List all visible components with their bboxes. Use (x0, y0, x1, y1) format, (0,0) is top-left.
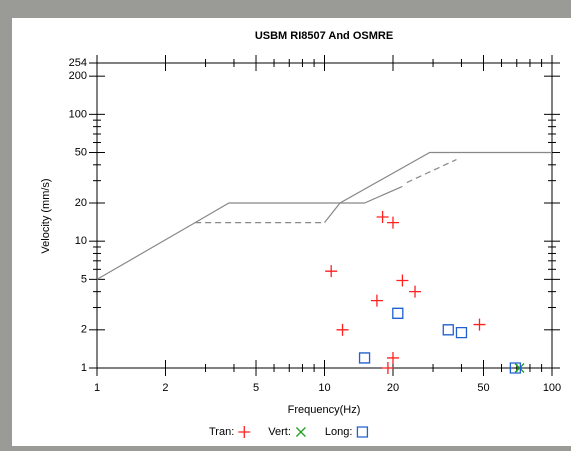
threshold-line (406, 159, 457, 184)
threshold-line (96, 222, 196, 280)
cross-marker (514, 363, 525, 373)
plus-marker (409, 285, 422, 298)
plus-marker (473, 318, 486, 331)
legend-marker (356, 426, 369, 438)
chart-title: USBM RI8507 And OSMRE (255, 30, 393, 42)
y-tick-label: 5 (81, 273, 87, 285)
legend-label: Vert: (268, 426, 291, 438)
plus-marker (376, 211, 389, 224)
plus-marker (370, 294, 383, 307)
x-axis-label: Frequency(Hz) (288, 404, 361, 416)
legend-label: Tran: (209, 426, 234, 438)
plus-marker (386, 351, 399, 364)
plus-marker (325, 265, 338, 278)
y-tick-label: 100 (69, 108, 87, 120)
x-tick-label: 10 (318, 382, 330, 394)
y-tick-label: 50 (75, 146, 87, 158)
x-tick-label: 50 (477, 382, 489, 394)
x-tick-label: 2 (162, 382, 168, 394)
x-tick-label: 20 (387, 382, 399, 394)
x-tick-label: 100 (543, 382, 561, 394)
y-tick-label: 254 (69, 57, 87, 69)
y-tick-label: 1 (81, 362, 87, 374)
y-tick-label: 2 (81, 324, 87, 336)
panel (12, 18, 571, 446)
square-marker (509, 362, 521, 374)
legend-marker (295, 427, 306, 437)
threshold-line (194, 185, 403, 224)
legend-marker (238, 426, 251, 438)
plus-marker (386, 216, 399, 229)
legend-label: Long: (325, 426, 353, 438)
x-tick-label: 5 (253, 382, 259, 394)
plus-marker (381, 362, 394, 374)
threshold-line (324, 151, 552, 224)
y-tick-label: 20 (75, 197, 87, 209)
square-marker (442, 324, 454, 336)
square-marker (358, 352, 371, 364)
plus-marker (396, 274, 409, 287)
y-axis-label: Velocity (mm/s) (40, 178, 52, 253)
square-marker (455, 326, 468, 339)
y-tick-label: 200 (69, 70, 87, 82)
plus-marker (336, 323, 349, 336)
square-marker (392, 307, 404, 319)
x-tick-label: 1 (94, 382, 100, 394)
y-tick-label: 10 (75, 235, 87, 247)
